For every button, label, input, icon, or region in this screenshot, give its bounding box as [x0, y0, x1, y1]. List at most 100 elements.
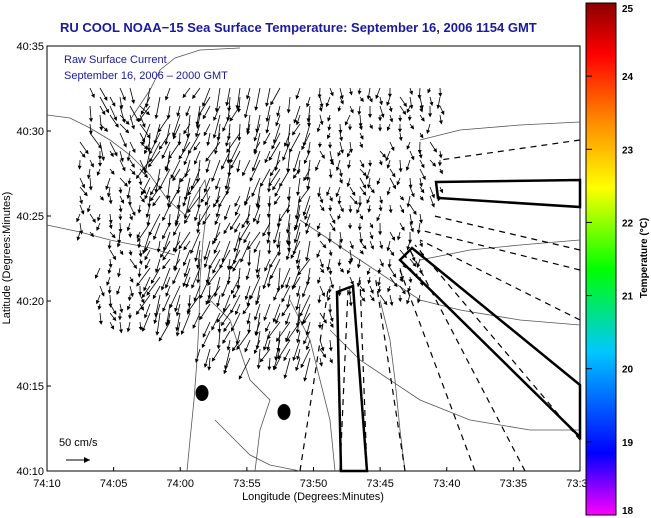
current-vector-head [76, 217, 80, 223]
current-vector-head [205, 300, 210, 306]
current-vector-head [193, 297, 198, 302]
current-vector-head [252, 218, 257, 223]
current-vector-head [305, 176, 310, 182]
current-vector-head [322, 353, 327, 358]
current-vector-head [213, 116, 217, 122]
current-vector-head [429, 101, 434, 107]
current-vector [238, 357, 251, 380]
current-vector-head [101, 110, 106, 116]
current-vector-head [203, 131, 208, 137]
current-vector [255, 87, 261, 111]
current-vector [136, 159, 151, 179]
current-vector-head [144, 256, 149, 261]
current-vector-head [388, 107, 393, 113]
current-vector [155, 168, 161, 193]
current-vector-head [236, 345, 241, 351]
current-vector-head [265, 327, 269, 333]
current-vector-head [317, 193, 322, 198]
current-vector-head [202, 333, 207, 338]
current-vector-head [300, 363, 305, 369]
current-vector-head [362, 184, 367, 189]
current-vector [229, 141, 241, 163]
current-vector-head [356, 264, 361, 269]
current-vector [205, 141, 221, 162]
current-vector-head [286, 209, 291, 214]
current-vector [267, 321, 281, 340]
current-vector [304, 357, 311, 381]
current-vector-head [84, 149, 89, 155]
current-vector [142, 312, 151, 332]
current-vector-head [386, 164, 391, 169]
current-vector-head [120, 199, 124, 204]
current-vector-head [346, 182, 351, 188]
current-vector-head [305, 331, 310, 336]
current-vector-head [293, 239, 298, 244]
current-vector-head [367, 279, 372, 285]
current-vector [159, 132, 171, 150]
current-vector [302, 276, 311, 297]
current-vector-head [162, 256, 167, 261]
current-vector-head [338, 245, 343, 250]
current-vector-head [327, 126, 332, 131]
current-vector-head [348, 225, 353, 230]
current-vector-head [416, 299, 421, 304]
current-vector-head [378, 231, 383, 236]
current-vector-head [287, 247, 292, 252]
current-vector-head [264, 159, 269, 164]
current-vector-head [340, 208, 344, 213]
current-vector-head [317, 94, 322, 99]
current-vector [273, 222, 281, 244]
current-vector-head [401, 290, 406, 295]
current-vector [269, 249, 281, 268]
current-vector [196, 105, 201, 126]
current-vector-head [174, 307, 179, 313]
current-vector-head [438, 120, 443, 125]
current-vector-head [349, 258, 354, 263]
current-vector-head [101, 156, 106, 162]
current-vector [166, 303, 171, 326]
current-vector-head [437, 162, 442, 167]
current-vector-head [349, 244, 354, 250]
current-vector [182, 132, 191, 153]
current-vector-head [427, 89, 432, 94]
current-vector-head [162, 307, 166, 313]
current-vector-head [406, 203, 411, 208]
current-vector [273, 123, 281, 144]
current-vector [188, 132, 201, 154]
current-vector-head [138, 291, 143, 296]
current-vector-head [390, 146, 395, 152]
current-vector-head [91, 218, 96, 224]
current-vector-head [358, 202, 363, 207]
current-vector-head [416, 230, 421, 235]
current-vector [202, 87, 211, 107]
current-vector-head [344, 121, 349, 126]
current-vector-head [316, 128, 321, 133]
current-vector-head [320, 207, 325, 212]
current-vector-head [108, 224, 113, 230]
current-vector-head [142, 249, 147, 255]
current-vector-head [325, 102, 330, 108]
current-vector-head [150, 279, 155, 285]
current-vector-head [283, 356, 288, 362]
current-vector-head [328, 174, 333, 179]
current-vector-head [193, 146, 198, 151]
current-vector-head [246, 302, 251, 307]
current-vector-head [329, 359, 333, 364]
current-vector-head [202, 114, 207, 120]
current-vector-head [145, 111, 151, 116]
current-vector-head [411, 257, 416, 262]
current-vector-head [205, 168, 210, 174]
current-vector [275, 339, 281, 360]
current-vector-head [100, 292, 105, 297]
current-vector [187, 294, 201, 313]
current-vector-head [398, 168, 403, 173]
current-vector-head [91, 93, 95, 99]
current-vector-head [121, 167, 126, 172]
x-tick-label: 73:35 [500, 478, 528, 490]
current-vector-head [222, 307, 227, 313]
current-vector-head [317, 233, 322, 238]
current-vector-head [175, 312, 180, 317]
current-vector-head [339, 239, 344, 244]
current-vector-head [406, 300, 410, 305]
